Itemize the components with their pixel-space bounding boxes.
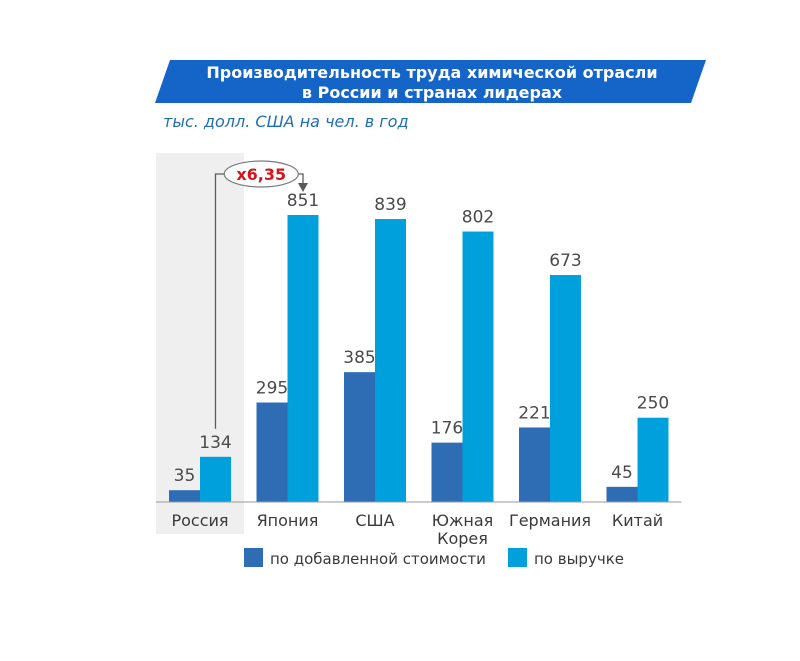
legend-swatch-series-1 xyxy=(244,548,263,567)
category-label-5: Германия xyxy=(509,511,591,530)
data-label-series-1-cat-4: 176 xyxy=(431,419,463,439)
bar-series-1-cat-1 xyxy=(169,490,200,502)
bar-series-1-cat-3 xyxy=(344,372,375,502)
category-label-2: Япония xyxy=(257,511,319,530)
ratio-badge-text: х6,35 xyxy=(236,165,286,184)
bar-series-1-cat-4 xyxy=(431,442,463,502)
category-label-3: США xyxy=(355,511,394,530)
data-label-series-1-cat-1: 35 xyxy=(174,466,196,486)
bar-series-1-cat-2 xyxy=(256,402,288,502)
title-band-background xyxy=(155,60,706,103)
category-label-4-line-2: Корея xyxy=(437,529,488,548)
data-label-series-2-cat-3: 839 xyxy=(374,195,406,215)
data-label-series-2-cat-2: 851 xyxy=(287,191,319,211)
data-label-series-1-cat-2: 295 xyxy=(256,379,288,399)
bar-series-2-cat-4 xyxy=(462,231,494,502)
category-label-1: Россия xyxy=(171,511,228,530)
data-label-series-2-cat-1: 134 xyxy=(199,433,231,453)
category-label-6: Китай xyxy=(612,511,663,530)
title-band: Производительность труда химической отра… xyxy=(155,60,706,103)
category-label-4-line-1: Южная xyxy=(432,511,494,530)
data-label-series-2-cat-4: 802 xyxy=(462,208,494,228)
chart-subtitle: тыс. долл. США на чел. в год xyxy=(163,112,409,131)
bar-series-2-cat-3 xyxy=(375,219,406,502)
legend-label-series-1: по добавленной стоимости xyxy=(270,550,486,568)
bar-series-2-cat-1 xyxy=(200,456,231,502)
bar-series-2-cat-5 xyxy=(550,275,581,502)
data-label-series-1-cat-5: 221 xyxy=(518,403,550,423)
data-label-series-2-cat-6: 250 xyxy=(637,394,669,414)
legend-label-series-2: по выручке xyxy=(534,550,624,568)
bar-series-2-cat-6 xyxy=(637,417,669,502)
legend: по добавленной стоимости по выручке xyxy=(244,548,624,568)
chart-title-line-2: в России и странах лидерах xyxy=(302,83,563,102)
bar-series-1-cat-5 xyxy=(519,427,550,502)
data-label-series-2-cat-5: 673 xyxy=(549,251,581,271)
chart-title-line-1: Производительность труда химической отра… xyxy=(206,63,657,82)
data-label-series-1-cat-3: 385 xyxy=(343,348,375,368)
bar-series-2-cat-2 xyxy=(287,215,319,502)
data-label-series-1-cat-6: 45 xyxy=(611,463,633,483)
ratio-arrow-head xyxy=(298,183,308,192)
bar-series-1-cat-6 xyxy=(606,486,638,502)
ratio-badge xyxy=(223,160,299,188)
legend-swatch-series-2 xyxy=(508,548,527,567)
